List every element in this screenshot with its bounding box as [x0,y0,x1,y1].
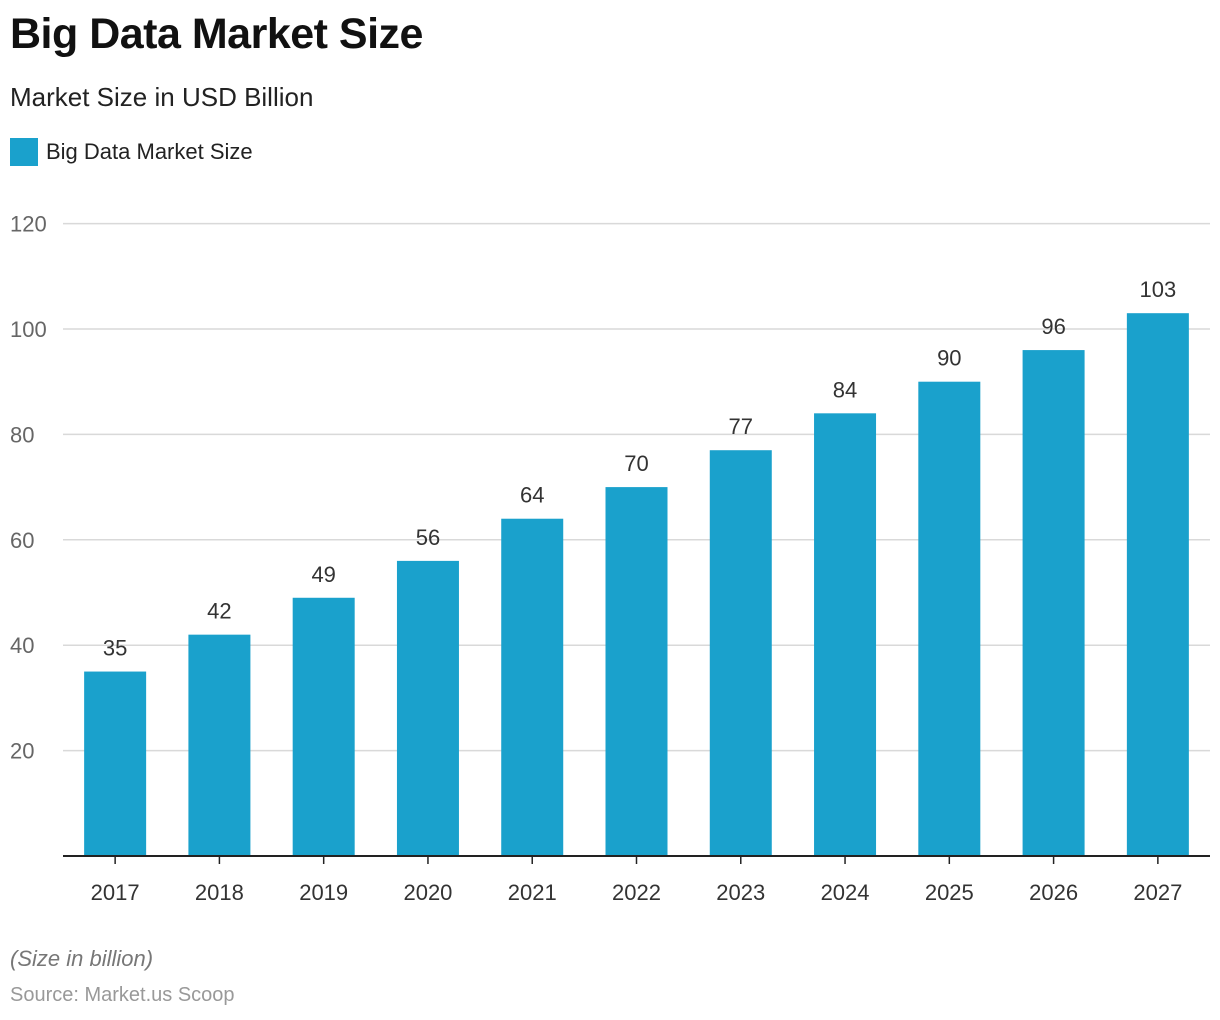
data-label-2023: 77 [729,414,753,439]
x-axis-ticks: 2017 2018 2019 2020 2021 2022 2023 2024 2025 2026… [91,880,1183,905]
data-label-2026: 96 [1041,314,1065,339]
bar-2026 [1022,350,1085,856]
bar-2027 [1126,313,1189,856]
legend-swatch [10,138,38,166]
bar-2017 [84,671,147,856]
data-label-2018: 42 [207,599,231,624]
x-tick-label: 2021 [508,880,557,905]
y-tick-label: 120 [10,212,47,237]
bar-2025 [918,381,981,856]
y-tick-label: 100 [10,317,47,342]
x-tick-label: 2018 [195,880,244,905]
data-label-2025: 90 [937,346,961,371]
x-tick-label: 2025 [925,880,974,905]
x-axis [63,855,1210,864]
bar-2018 [188,634,251,856]
x-tick-label: 2023 [716,880,765,905]
data-label-2019: 49 [311,562,335,587]
legend-label: Big Data Market Size [46,139,253,164]
data-label-2021: 64 [520,483,544,508]
y-tick-label: 20 [10,739,34,764]
y-tick-label: 60 [10,528,34,553]
bar-2024 [814,413,877,856]
x-tick-label: 2020 [403,880,452,905]
y-axis-ticks: 20 40 60 80 100 120 [10,212,47,764]
footnote: (Size in billion) [10,946,154,971]
data-label-2024: 84 [833,377,857,402]
y-tick-label: 40 [10,633,34,658]
x-tick-label: 2019 [299,880,348,905]
x-tick-label: 2024 [821,880,870,905]
x-tick-label: 2026 [1029,880,1078,905]
data-label-2022: 70 [624,451,648,476]
source-note: Source: Market.us Scoop [10,984,235,1006]
y-tick-label: 80 [10,422,34,447]
data-label-2027: 103 [1140,277,1177,302]
bar-2019 [292,597,355,856]
chart-title: Big Data Market Size [10,10,423,58]
bars [84,313,1189,856]
data-label-2020: 56 [416,525,440,550]
chart-subtitle: Market Size in USD Billion [10,82,314,112]
legend: Big Data Market Size [10,138,253,166]
bar-2021 [501,518,564,856]
bar-2022 [605,487,668,856]
data-label-2017: 35 [103,636,127,661]
bar-chart: 20 40 60 80 100 120 35 42 49 56 64 70 77 84 90 96 103 2… [10,212,1210,905]
bar-2020 [396,560,459,856]
x-tick-label: 2017 [91,880,140,905]
x-tick-label: 2022 [612,880,661,905]
x-tick-label: 2027 [1133,880,1182,905]
data-labels: 35 42 49 56 64 70 77 84 90 96 103 [103,277,1176,660]
bar-2023 [709,450,772,856]
